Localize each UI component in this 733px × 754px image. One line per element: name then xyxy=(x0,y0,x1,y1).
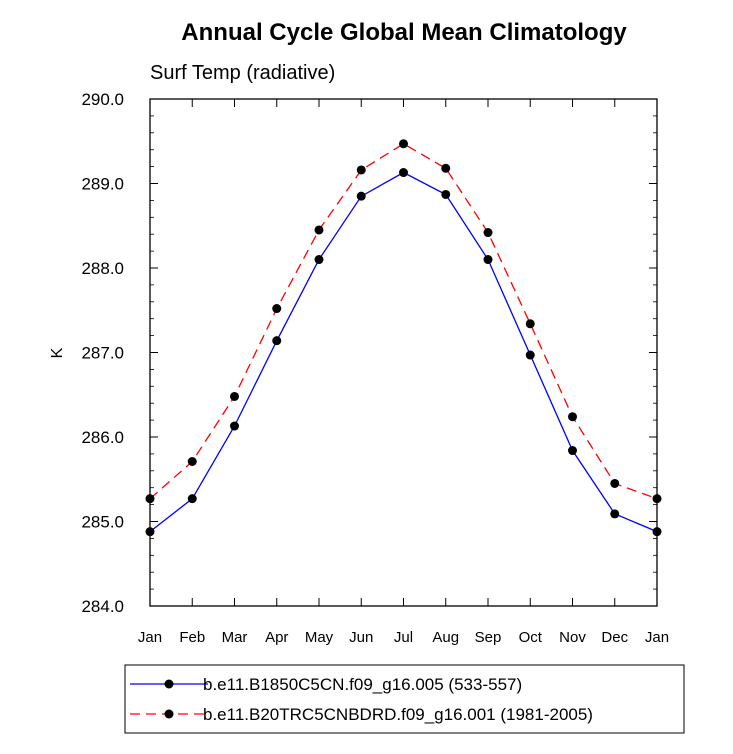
series-2-point xyxy=(652,494,662,504)
series-1-point xyxy=(483,255,493,265)
series-1-point xyxy=(314,255,324,265)
series-1-point xyxy=(399,168,408,178)
x-tick-label: Nov xyxy=(559,629,586,646)
chart-subtitle: Surf Temp (radiative) xyxy=(150,62,335,84)
x-tick-label: Sep xyxy=(475,629,502,646)
series-2-point xyxy=(525,319,535,329)
series-2-point xyxy=(399,139,408,149)
x-tick-label: Oct xyxy=(519,629,543,646)
legend: b.e11.B1850C5CN.f09_g16.005 (533-557) b.e… xyxy=(124,664,685,734)
x-tick-label: Aug xyxy=(432,629,459,646)
y-axis-label: K xyxy=(49,347,66,358)
legend-label-2: b.e11.B20TRC5CNBDRD.f09_g16.001 (1981-20… xyxy=(203,705,593,724)
series-2-point xyxy=(483,228,493,238)
x-tick-label: May xyxy=(305,629,334,646)
y-tick-label: 288.0 xyxy=(81,259,124,278)
chart-title: Annual Cycle Global Mean Climatology xyxy=(181,19,627,46)
series-1-point xyxy=(272,336,282,346)
y-tick-label: 287.0 xyxy=(81,344,124,363)
series-1-point xyxy=(568,446,577,456)
series-line-1 xyxy=(149,171,658,533)
series-2-point xyxy=(356,165,366,175)
series-1-point xyxy=(525,350,535,360)
plot-area: 284.0 285.0 286.0 287.0 288.0 289.0 290.0 Jan Fe… xyxy=(81,90,669,646)
series-2-point xyxy=(187,457,197,467)
x-tick-label: Apr xyxy=(265,629,288,646)
series-2-point xyxy=(272,304,282,314)
x-tick-label: Jul xyxy=(394,629,413,646)
series-1-point xyxy=(441,189,451,199)
legend-marker-1 xyxy=(164,679,174,689)
x-tick-label: Dec xyxy=(601,629,628,646)
series-2-point xyxy=(568,412,577,422)
x-tick-label: Jan xyxy=(645,629,669,646)
series-2-point xyxy=(230,391,239,401)
x-tick-label: Jun xyxy=(349,629,373,646)
series-1-point xyxy=(230,421,239,431)
legend-marker-2 xyxy=(164,709,174,719)
x-tick-label: Jan xyxy=(138,629,162,646)
series-2-point xyxy=(145,494,155,504)
series-1-point xyxy=(187,494,197,504)
y-tick-label: 284.0 xyxy=(81,597,124,616)
series-1-point xyxy=(356,191,366,201)
series-2-point xyxy=(314,225,324,235)
series-2-point xyxy=(441,163,451,173)
series-1-point xyxy=(652,527,662,537)
series-2-point xyxy=(610,478,620,488)
series-line-2 xyxy=(149,143,658,500)
y-tick-label: 289.0 xyxy=(81,175,124,194)
legend-label-1: b.e11.B1850C5CN.f09_g16.005 (533-557) xyxy=(203,675,522,694)
y-tick-label: 290.0 xyxy=(81,90,124,109)
y-tick-label: 286.0 xyxy=(81,428,124,447)
series-1-point xyxy=(145,527,155,537)
x-tick-label: Feb xyxy=(179,629,205,646)
legend-box xyxy=(124,664,685,734)
x-tick-label: Mar xyxy=(222,629,248,646)
y-tick-label: 285.0 xyxy=(81,513,124,532)
series-1-point xyxy=(610,509,620,519)
